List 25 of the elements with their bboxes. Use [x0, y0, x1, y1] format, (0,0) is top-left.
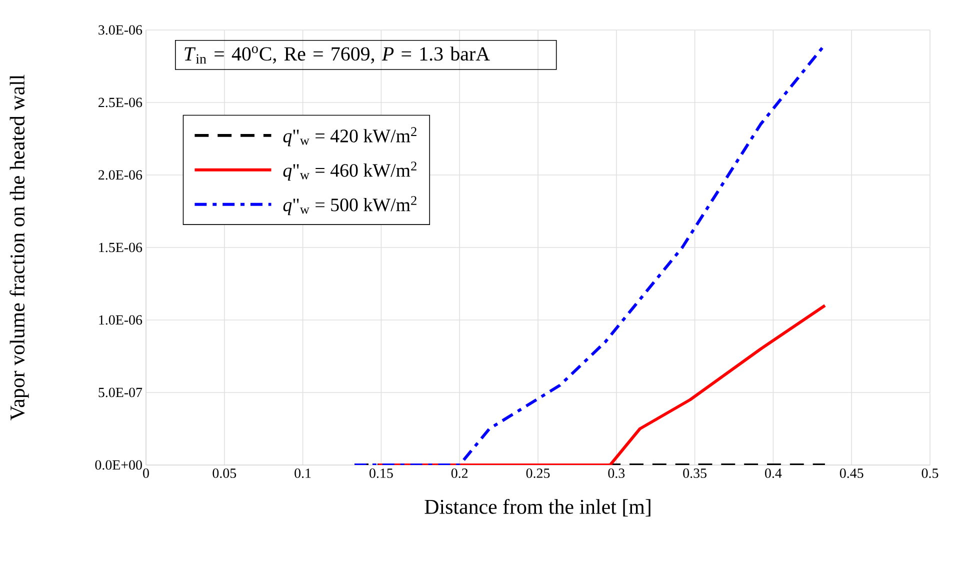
annotation: T$_{in}$ = 40$^{o}$C, Re = 7609, P = 1.3 barA [184, 46, 490, 64]
x-tick-label: 0 [143, 468, 149, 478]
line-series [376, 304, 826, 465]
y-tick-label: 3.0E-06 [98, 25, 142, 35]
x-tick-label: 0.15 [370, 468, 393, 478]
y-axis-title: Vapor volume fraction on the heated wall [10, 74, 29, 420]
x-axis-title: Distance from the inlet [m] [424, 498, 650, 516]
x-tick-label: 0.35 [683, 468, 706, 478]
x-tick-label: 0.1 [294, 468, 311, 478]
x-tick-label: 0.25 [526, 468, 550, 478]
x-tick-label: 0.3 [608, 468, 625, 478]
y-tick-label: 1.5E-06 [99, 242, 142, 252]
y-tick-label: 2.5E-06 [98, 98, 142, 108]
y-tick-label: 1.0E-06 [99, 315, 142, 325]
legend-label: q"$_{w}$ = 500 kW/m$^{2}$ [283, 196, 416, 216]
x-tick-label: 0.05 [212, 468, 236, 478]
y-tick-label: 0.0E+00 [95, 460, 142, 470]
legend-label: q"$_{w}$ = 420 kW/m$^{2}$ [283, 127, 416, 146]
x-tick-label: 0.2 [451, 468, 468, 478]
y-tick-label: 2.0E-06 [98, 170, 142, 180]
y-tick-label: 5.0E-07 [98, 388, 142, 398]
x-tick-label: 0.5 [922, 468, 938, 478]
x-tick-label: 0.4 [765, 468, 782, 478]
legend-label: q"$_{w}$ = 460 kW/m$^{2}$ [283, 162, 416, 181]
x-tick-label: 0.45 [840, 468, 864, 478]
